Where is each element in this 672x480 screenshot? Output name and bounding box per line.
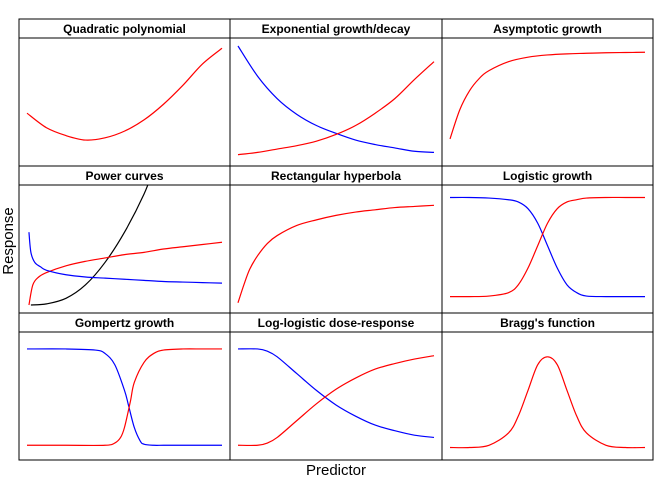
panel-title: Exponential growth/decay <box>262 22 411 36</box>
facet-panels: Quadratic polynomial Exponential growth/d… <box>18 18 654 461</box>
plot-area <box>18 37 231 167</box>
plot-area <box>441 37 654 167</box>
panel-title: Quadratic polynomial <box>63 22 186 36</box>
panel-4: Power curves <box>18 165 231 314</box>
series-line-1 <box>237 348 435 439</box>
series-line-1 <box>237 45 435 153</box>
series-line-3 <box>28 232 223 284</box>
panel-7: Gompertz growth <box>18 312 231 461</box>
series-line-2 <box>28 241 223 306</box>
panel-2: Exponential growth/decay <box>229 18 443 167</box>
panel-9: Bragg's function <box>441 312 654 461</box>
series-line-2 <box>237 355 435 447</box>
plot-area <box>441 331 654 461</box>
series-line-1 <box>26 47 223 141</box>
panel-8: Log-logistic dose-response <box>229 312 443 461</box>
panel-title: Asymptotic growth <box>493 22 602 36</box>
panel-5: Rectangular hyperbola <box>229 165 443 314</box>
series-line-1 <box>26 348 222 446</box>
series-line-2 <box>237 61 435 156</box>
plot-area <box>441 184 654 314</box>
panel-title: Logistic growth <box>503 169 592 183</box>
series-line-2 <box>449 196 645 298</box>
plot-area <box>18 331 231 461</box>
panel-title: Rectangular hyperbola <box>271 169 401 183</box>
panel-6: Logistic growth <box>441 165 654 314</box>
panel-1: Quadratic polynomial <box>18 18 231 167</box>
series-line-1 <box>449 356 646 449</box>
panel-3: Asymptotic growth <box>441 18 654 167</box>
plot-area <box>18 184 231 314</box>
panel-title: Bragg's function <box>500 316 595 330</box>
y-axis-label: Response <box>0 207 17 275</box>
series-line-1 <box>449 51 646 140</box>
x-axis-label: Predictor <box>306 462 366 479</box>
series-line-2 <box>27 348 222 447</box>
plot-area <box>229 37 443 167</box>
series-line-1 <box>449 196 645 298</box>
series-line-1 <box>30 185 149 306</box>
panel-title: Power curves <box>85 169 163 183</box>
panel-title: Gompertz growth <box>75 316 174 330</box>
plot-area <box>229 331 443 461</box>
series-line-1 <box>237 204 435 303</box>
panel-title: Log-logistic dose-response <box>258 316 415 330</box>
